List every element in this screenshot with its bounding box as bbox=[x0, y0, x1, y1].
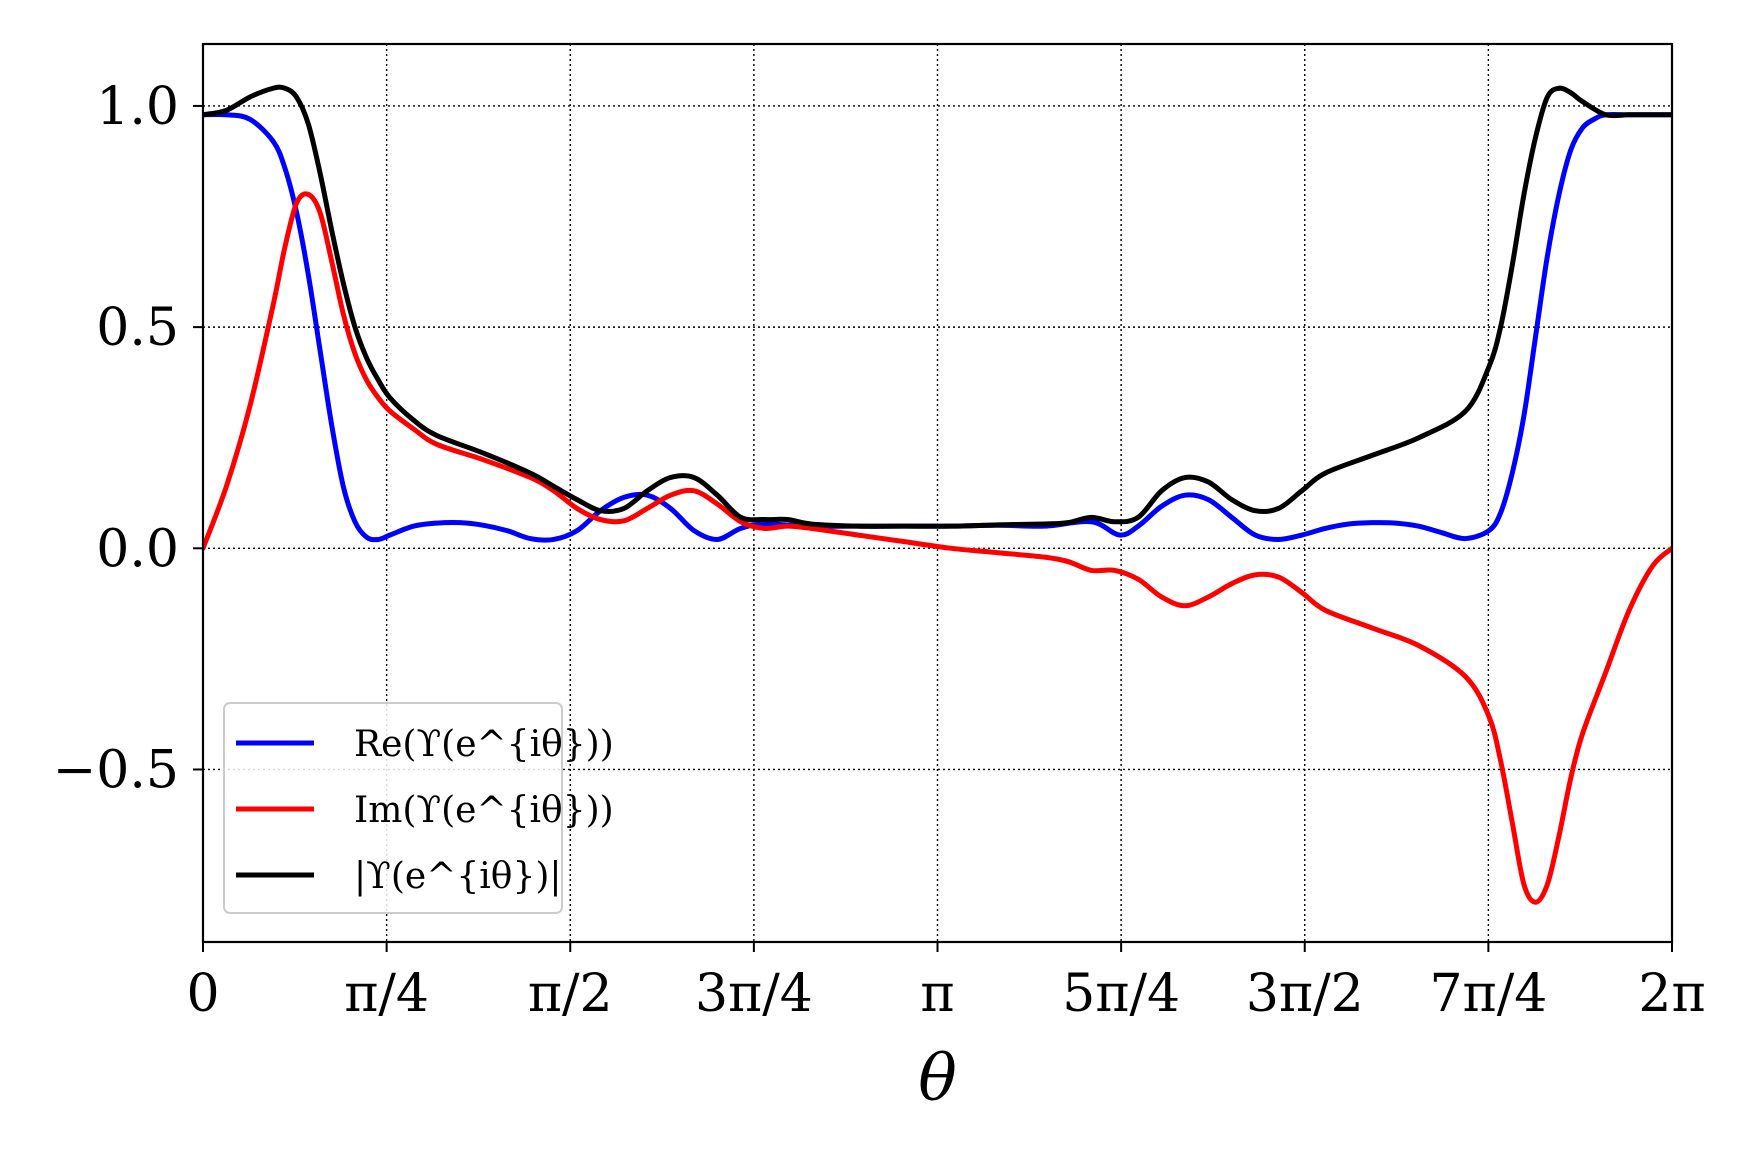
x-tick-label: π bbox=[920, 964, 954, 1024]
x-tick-label: 7π/4 bbox=[1429, 964, 1547, 1024]
series-abs-line bbox=[203, 84, 1672, 529]
legend-label-abs: |ϒ(e^{iθ})| bbox=[354, 856, 562, 897]
axis-ticks bbox=[193, 104, 1673, 952]
y-tick-label: 1.0 bbox=[96, 77, 179, 137]
y-tick-label: −0.5 bbox=[53, 740, 179, 800]
x-tick-label: π/2 bbox=[528, 964, 613, 1024]
x-tick-label: 2π bbox=[1638, 964, 1705, 1024]
x-tick-label: 3π/2 bbox=[1246, 964, 1364, 1024]
legend-label-re: Re(ϒ(e^{iθ})) bbox=[354, 724, 614, 765]
y-tick-label: 0.5 bbox=[96, 298, 179, 358]
x-tick-labels: 0 π/4 π/2 3π/4 π 5π/4 3π/2 7π/4 2π bbox=[186, 964, 1705, 1024]
x-axis-label: θ bbox=[918, 1042, 957, 1116]
x-tick-label: 5π/4 bbox=[1062, 964, 1180, 1024]
x-tick-label: 0 bbox=[186, 964, 219, 1024]
y-tick-labels: 1.0 0.5 0.0 −0.5 bbox=[53, 77, 179, 801]
x-tick-label: π/4 bbox=[344, 964, 429, 1024]
legend: Re(ϒ(e^{iθ})) Im(ϒ(e^{iθ})) |ϒ(e^{iθ})| bbox=[223, 702, 614, 914]
y-tick-label: 0.0 bbox=[96, 519, 179, 579]
legend-box bbox=[223, 702, 563, 914]
series-layer bbox=[203, 84, 1672, 905]
series-im-line bbox=[203, 191, 1672, 905]
x-tick-label: 3π/4 bbox=[695, 964, 813, 1024]
legend-label-im: Im(ϒ(e^{iθ})) bbox=[354, 790, 614, 831]
